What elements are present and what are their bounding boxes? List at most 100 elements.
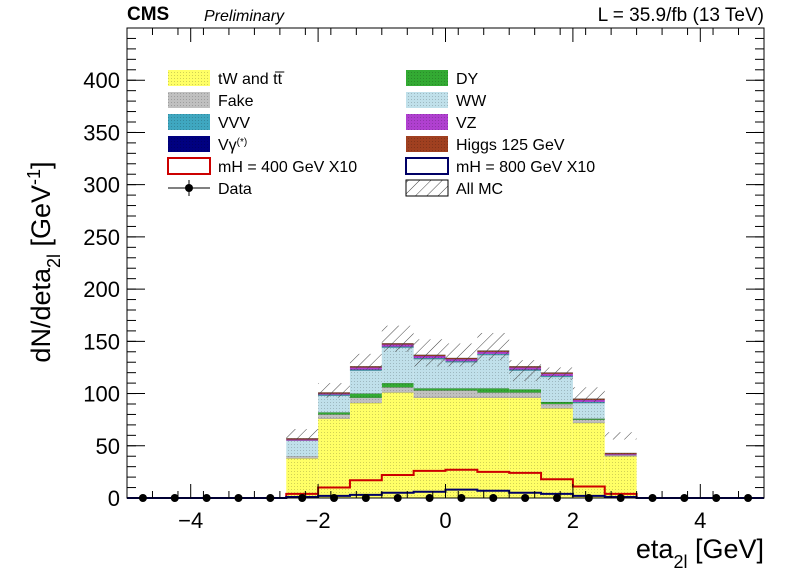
legend-label-4: VVV bbox=[218, 115, 250, 132]
mc-band-15 bbox=[604, 432, 637, 440]
legend-swatch-texture-7 bbox=[406, 136, 448, 152]
experiment-label: CMS bbox=[127, 4, 169, 25]
bar-texture-4-7 bbox=[349, 369, 382, 371]
mc-band-9 bbox=[413, 339, 446, 367]
legend-swatch-11 bbox=[405, 179, 449, 197]
bar-texture-0-15 bbox=[604, 456, 637, 498]
y-tick-label-6: 300 bbox=[83, 173, 120, 198]
bar-texture-1-10 bbox=[445, 390, 478, 398]
legend: tW and tt̅ DY Fake WW VVV VZ Vγ(*) Higgs 125 Ge… bbox=[167, 70, 595, 198]
x-tick-label-3: 2 bbox=[567, 508, 579, 533]
bar-texture-1-9 bbox=[413, 390, 446, 398]
bar-texture-3-10 bbox=[445, 362, 478, 389]
bar-texture-0-6 bbox=[318, 418, 350, 498]
bar-texture-2-10 bbox=[445, 388, 478, 391]
bar-texture-2-7 bbox=[349, 393, 382, 398]
bar-texture-0-10 bbox=[445, 397, 478, 498]
bar-texture-0-5 bbox=[286, 458, 319, 498]
lumi-label: L = 35.9/fb (13 TeV) bbox=[598, 5, 764, 26]
legend-swatch-texture-2 bbox=[168, 92, 210, 108]
bar-texture-5-15 bbox=[604, 454, 637, 456]
legend-label-0: tW and tt̅ bbox=[218, 71, 285, 88]
mc-band-11 bbox=[477, 332, 510, 361]
bar-texture-3-14 bbox=[572, 402, 605, 419]
bar-texture-1-5 bbox=[286, 456, 319, 459]
legend-label-8: mH = 400 GeV X10 bbox=[218, 159, 357, 176]
bar-texture-1-13 bbox=[541, 404, 573, 409]
bar-texture-1-15 bbox=[604, 455, 637, 457]
bar-texture-0-11 bbox=[477, 397, 510, 498]
bar-texture-2-12 bbox=[509, 389, 542, 393]
bar-texture-3-13 bbox=[541, 376, 573, 402]
legend-swatch-8 bbox=[167, 157, 211, 175]
mc-band-10 bbox=[445, 343, 478, 367]
bar-texture-3-7 bbox=[349, 370, 382, 394]
mc-band-13 bbox=[541, 367, 573, 380]
legend-swatch-texture-4 bbox=[168, 114, 210, 130]
y-tick-label-7: 350 bbox=[83, 120, 120, 145]
x-tick-label-1: −2 bbox=[306, 508, 331, 533]
bar-texture-2-9 bbox=[413, 388, 446, 391]
bar-texture-4-14 bbox=[572, 401, 605, 403]
legend-label-7: Higgs 125 GeV bbox=[456, 137, 565, 154]
x-axis-title: eta2l [GeV] bbox=[636, 534, 764, 572]
legend-swatch-texture-0 bbox=[168, 70, 210, 86]
bar-texture-1-12 bbox=[509, 392, 542, 398]
legend-swatch-texture-1 bbox=[406, 70, 448, 86]
bar-texture-1-11 bbox=[477, 392, 510, 398]
legend-label-9: mH = 800 GeV X10 bbox=[456, 159, 595, 176]
bar-texture-5-5 bbox=[286, 439, 319, 441]
legend-swatch-texture-5 bbox=[406, 114, 448, 130]
y-tick-label-4: 200 bbox=[83, 277, 120, 302]
y-tick-label-8: 400 bbox=[83, 68, 120, 93]
y-tick-label-0: 0 bbox=[108, 486, 120, 511]
mc-uncertainty-band bbox=[286, 325, 637, 440]
legend-data-marker bbox=[185, 184, 193, 192]
y-tick-label-2: 100 bbox=[83, 382, 120, 407]
legend-label-2: Fake bbox=[218, 93, 254, 110]
bar-texture-2-8 bbox=[381, 383, 414, 388]
legend-swatch-texture-3 bbox=[406, 92, 448, 108]
y-tick-label-5: 250 bbox=[83, 225, 120, 250]
bar-texture-1-8 bbox=[381, 387, 414, 393]
bar-texture-3-8 bbox=[381, 347, 414, 384]
mc-band-5 bbox=[286, 429, 319, 440]
bar-texture-1-6 bbox=[318, 414, 350, 419]
bar-texture-3-11 bbox=[477, 354, 510, 389]
y-tick-label-3: 150 bbox=[83, 329, 120, 354]
stacked-histogram bbox=[286, 343, 637, 498]
bar-texture-2-11 bbox=[477, 388, 510, 393]
x-tick-label-2: 0 bbox=[439, 508, 451, 533]
y-axis-title: dN/deta2l [GeV-1] bbox=[24, 161, 64, 362]
bar-texture-1-7 bbox=[349, 397, 382, 403]
legend-label-1: DY bbox=[456, 71, 479, 88]
bar-texture-3-5 bbox=[286, 440, 319, 457]
legend-label-6: Vγ(*) bbox=[218, 137, 247, 155]
bar-texture-3-6 bbox=[318, 395, 350, 413]
legend-label-11: All MC bbox=[456, 181, 503, 198]
bar-texture-2-14 bbox=[572, 418, 605, 420]
bar-texture-0-12 bbox=[509, 397, 542, 498]
bar-texture-0-13 bbox=[541, 408, 573, 498]
x-tick-label-4: 4 bbox=[694, 508, 706, 533]
legend-label-10: Data bbox=[218, 181, 252, 198]
y-tick-label-1: 50 bbox=[96, 434, 120, 459]
legend-swatch-texture-6 bbox=[168, 136, 210, 152]
status-label: Preliminary bbox=[204, 8, 285, 25]
bar-texture-0-14 bbox=[572, 422, 605, 498]
bar-texture-1-14 bbox=[572, 419, 605, 423]
x-tick-label-0: −4 bbox=[178, 508, 203, 533]
axes: −4 −2 0 2 4 0 50 100 150 200 250 300 350 400 bbox=[83, 27, 765, 533]
bar-texture-0-8 bbox=[381, 392, 414, 498]
legend-swatch-9 bbox=[405, 157, 449, 175]
mc-band-6 bbox=[318, 383, 350, 398]
mc-band-7 bbox=[349, 353, 382, 369]
bar-texture-0-9 bbox=[413, 397, 446, 498]
mc-band-8 bbox=[381, 325, 414, 352]
mc-band-12 bbox=[509, 360, 542, 382]
bar-texture-2-13 bbox=[541, 401, 573, 404]
bar-texture-7-15 bbox=[604, 453, 637, 455]
bar-texture-0-7 bbox=[349, 402, 382, 498]
bar-texture-2-6 bbox=[318, 412, 350, 415]
